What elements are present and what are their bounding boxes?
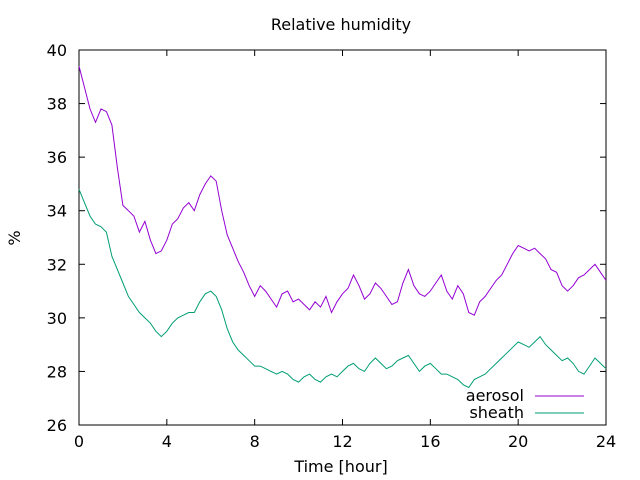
- y-tick-label: 30: [47, 309, 67, 328]
- y-tick-label: 36: [47, 148, 67, 167]
- y-tick-label: 34: [47, 202, 67, 221]
- x-tick-label: 4: [162, 432, 172, 451]
- legend: aerosol sheath: [466, 386, 584, 422]
- x-tick-label: 8: [250, 432, 260, 451]
- x-axis-label: Time [hour]: [293, 457, 387, 476]
- y-axis: 26 28 30 32 34 36 38 40: [47, 41, 606, 435]
- x-tick-label: 24: [596, 432, 616, 451]
- series-line-aerosol: [78, 65, 607, 316]
- legend-label-aerosol: aerosol: [466, 386, 524, 405]
- y-tick-label: 40: [47, 41, 67, 60]
- y-tick-label: 26: [47, 416, 67, 435]
- y-tick-label: 28: [47, 362, 67, 381]
- series-layer: [78, 65, 607, 389]
- series-line-sheath: [78, 189, 607, 389]
- chart-title: Relative humidity: [271, 15, 411, 34]
- x-tick-label: 20: [508, 432, 528, 451]
- x-tick-label: 0: [74, 432, 84, 451]
- legend-label-sheath: sheath: [469, 403, 524, 422]
- y-tick-label: 38: [47, 95, 67, 114]
- x-tick-label: 12: [332, 432, 352, 451]
- x-tick-label: 16: [420, 432, 440, 451]
- x-axis: 0 4 8 12 16 20 24: [74, 50, 616, 451]
- y-tick-label: 32: [47, 255, 67, 274]
- y-axis-label: %: [5, 230, 24, 245]
- plot-frame: [78, 49, 607, 426]
